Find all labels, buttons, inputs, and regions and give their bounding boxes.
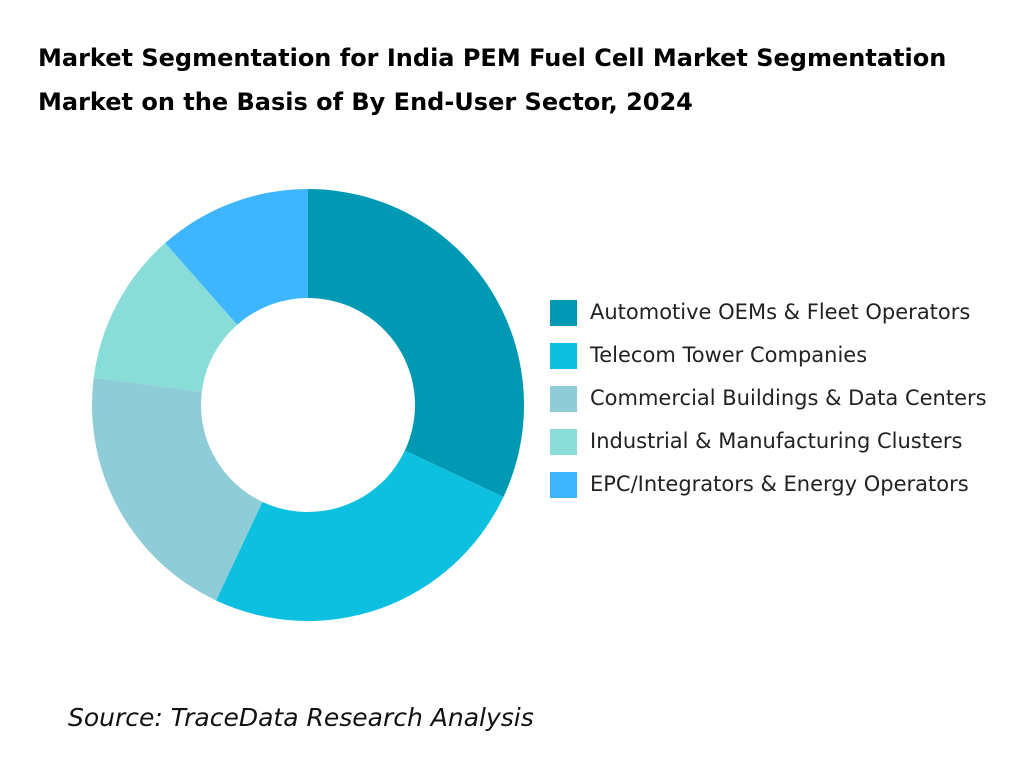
donut-slice: [93, 242, 238, 392]
legend-swatch: [550, 343, 577, 369]
legend-swatch: [550, 429, 577, 455]
legend-swatch: [550, 472, 577, 498]
chart-title: Market Segmentation for India PEM Fuel C…: [38, 44, 947, 116]
donut-slice: [92, 377, 263, 601]
legend-swatch: [550, 386, 577, 412]
donut-slice: [308, 189, 524, 497]
legend-label: Industrial & Manufacturing Clusters: [590, 429, 962, 453]
legend-swatch: [550, 300, 577, 326]
legend-label: Automotive OEMs & Fleet Operators: [590, 300, 970, 324]
source: Source: TraceData Research Analysis: [68, 703, 534, 732]
legend-label: Telecom Tower Companies: [589, 343, 867, 367]
title-box: Market Segmentation for India PEM Fuel C…: [38, 44, 947, 116]
legend-label: Commercial Buildings & Data Centers: [590, 386, 987, 410]
legend-label: EPC/Integrators & Energy Operators: [590, 472, 969, 496]
donut-slice: [216, 450, 504, 621]
donut-slice: [165, 189, 308, 325]
